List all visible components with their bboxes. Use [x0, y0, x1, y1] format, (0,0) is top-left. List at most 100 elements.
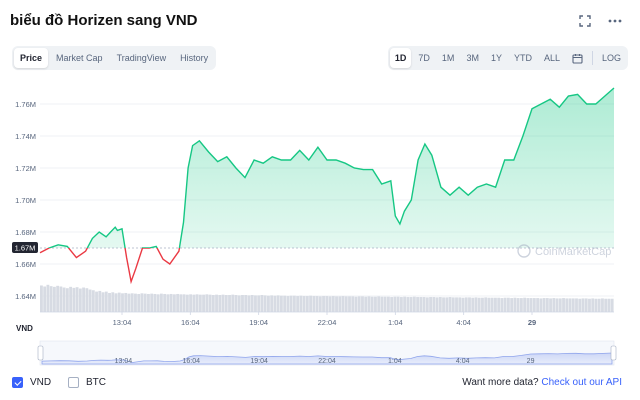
volume-bar — [166, 294, 170, 312]
x-tick-label: 29 — [528, 318, 536, 327]
tab-price[interactable]: Price — [14, 48, 49, 68]
chart-footer: VND BTC Want more data? Check out our AP… — [0, 374, 640, 394]
x-tick-label: 16:04 — [181, 318, 200, 327]
volume-bar — [260, 295, 264, 312]
volume-bar — [215, 294, 218, 312]
volume-bar — [516, 298, 520, 312]
tab-market-cap[interactable]: Market Cap — [56, 53, 103, 63]
volume-bar — [289, 295, 293, 312]
header-actions — [578, 14, 622, 28]
x-tick-label: 22:04 — [318, 318, 337, 327]
volume-bar — [205, 294, 209, 312]
volume-bar — [575, 298, 578, 312]
volume-bar — [351, 296, 355, 312]
volume-bar — [519, 298, 523, 312]
volume-bar — [503, 297, 507, 312]
volume-bar — [147, 293, 150, 312]
calendar-icon[interactable] — [567, 48, 588, 68]
volume-bar — [218, 295, 222, 312]
volume-bar — [231, 294, 235, 312]
range-7d[interactable]: 7D — [418, 53, 430, 63]
volume-bar — [127, 293, 131, 312]
y-tick-label: 1.72M — [15, 164, 36, 173]
range-3m[interactable]: 3M — [466, 53, 479, 63]
volume-bar — [364, 296, 368, 312]
api-link[interactable]: Check out our API — [541, 377, 622, 388]
volume-bar — [283, 295, 287, 312]
volume-bar — [82, 287, 86, 312]
volume-bar — [545, 298, 549, 312]
volume-bar — [532, 298, 536, 312]
price-chart-svg: 1.76M 1.74M 1.72M 1.70M 1.68M 1.66M 1.64M 13:0… — [12, 87, 617, 366]
volume-bar — [299, 295, 303, 312]
range-ytd[interactable]: YTD — [513, 53, 532, 63]
volume-bar — [134, 293, 137, 312]
volume-bar — [458, 297, 462, 312]
volume-bar — [75, 287, 79, 312]
price-chart[interactable]: 1.76M 1.74M 1.72M 1.70M 1.68M 1.66M 1.64M 13:0… — [0, 78, 640, 378]
x-tick-label: 4:04 — [456, 318, 471, 327]
current-price-label: 1.67M — [15, 244, 36, 253]
volume-bar — [286, 296, 290, 312]
volume-bar — [552, 298, 556, 312]
navigator-tick-label: 22:04 — [318, 358, 336, 365]
expand-icon[interactable] — [578, 14, 592, 28]
navigator-tick-label: 19:04 — [250, 358, 268, 365]
volume-bar — [497, 297, 501, 312]
volume-bar — [318, 296, 322, 312]
volume-bar — [425, 297, 429, 312]
api-promo-text: Want more data? — [462, 377, 539, 388]
volume-bar — [383, 296, 387, 312]
api-promo: Want more data? Check out our API — [462, 377, 622, 388]
volume-bar — [241, 295, 244, 312]
legend-vnd[interactable]: VND — [12, 377, 51, 388]
volume-bar — [95, 291, 98, 312]
volume-bar — [117, 292, 121, 312]
volume-bar — [179, 294, 183, 312]
volume-bar — [59, 286, 63, 312]
volume-bar — [257, 295, 261, 312]
volume-bar — [40, 285, 43, 312]
chart-type-tabs: Price Market Cap TradingView History — [12, 46, 217, 70]
volume-bar — [568, 298, 572, 312]
volume-bar — [461, 297, 465, 312]
tab-history[interactable]: History — [180, 53, 209, 63]
volume-bar — [279, 295, 283, 312]
volume-bar — [163, 293, 167, 312]
volume-bar — [584, 298, 588, 312]
volume-bar — [412, 296, 416, 312]
range-1m[interactable]: 1M — [441, 53, 455, 63]
tab-tradingview[interactable]: TradingView — [116, 53, 167, 63]
price-line-up — [47, 87, 615, 248]
volume-bar — [591, 298, 595, 312]
btc-checkbox[interactable] — [68, 377, 79, 388]
volume-bars — [40, 284, 614, 312]
volume-bar — [487, 297, 491, 312]
volume-bar — [237, 295, 241, 312]
volume-bar — [150, 293, 154, 312]
volume-bar — [140, 293, 144, 312]
volume-bar — [85, 288, 89, 312]
volume-bar — [101, 292, 105, 312]
volume-bar — [565, 298, 569, 312]
volume-bar — [65, 288, 69, 312]
more-options-icon[interactable] — [608, 14, 622, 28]
vnd-checkbox[interactable] — [12, 377, 23, 388]
volume-bar — [396, 296, 400, 312]
volume-bar — [464, 297, 468, 312]
volume-bar — [542, 298, 546, 312]
volume-bar — [328, 296, 332, 312]
volume-bar — [409, 297, 413, 312]
range-1y[interactable]: 1Y — [490, 53, 502, 63]
volume-bar — [523, 297, 527, 312]
volume-bar — [484, 297, 488, 312]
log-scale-toggle[interactable]: LOG — [601, 53, 621, 63]
legend-btc[interactable]: BTC — [68, 377, 106, 388]
volume-bar — [78, 288, 82, 312]
range-all[interactable]: ALL — [543, 53, 560, 63]
volume-bar — [250, 295, 254, 312]
volume-bar — [62, 287, 66, 312]
volume-bar — [325, 296, 329, 312]
navigator-handle-left — [37, 345, 44, 361]
range-1d[interactable]: 1D — [389, 48, 412, 68]
